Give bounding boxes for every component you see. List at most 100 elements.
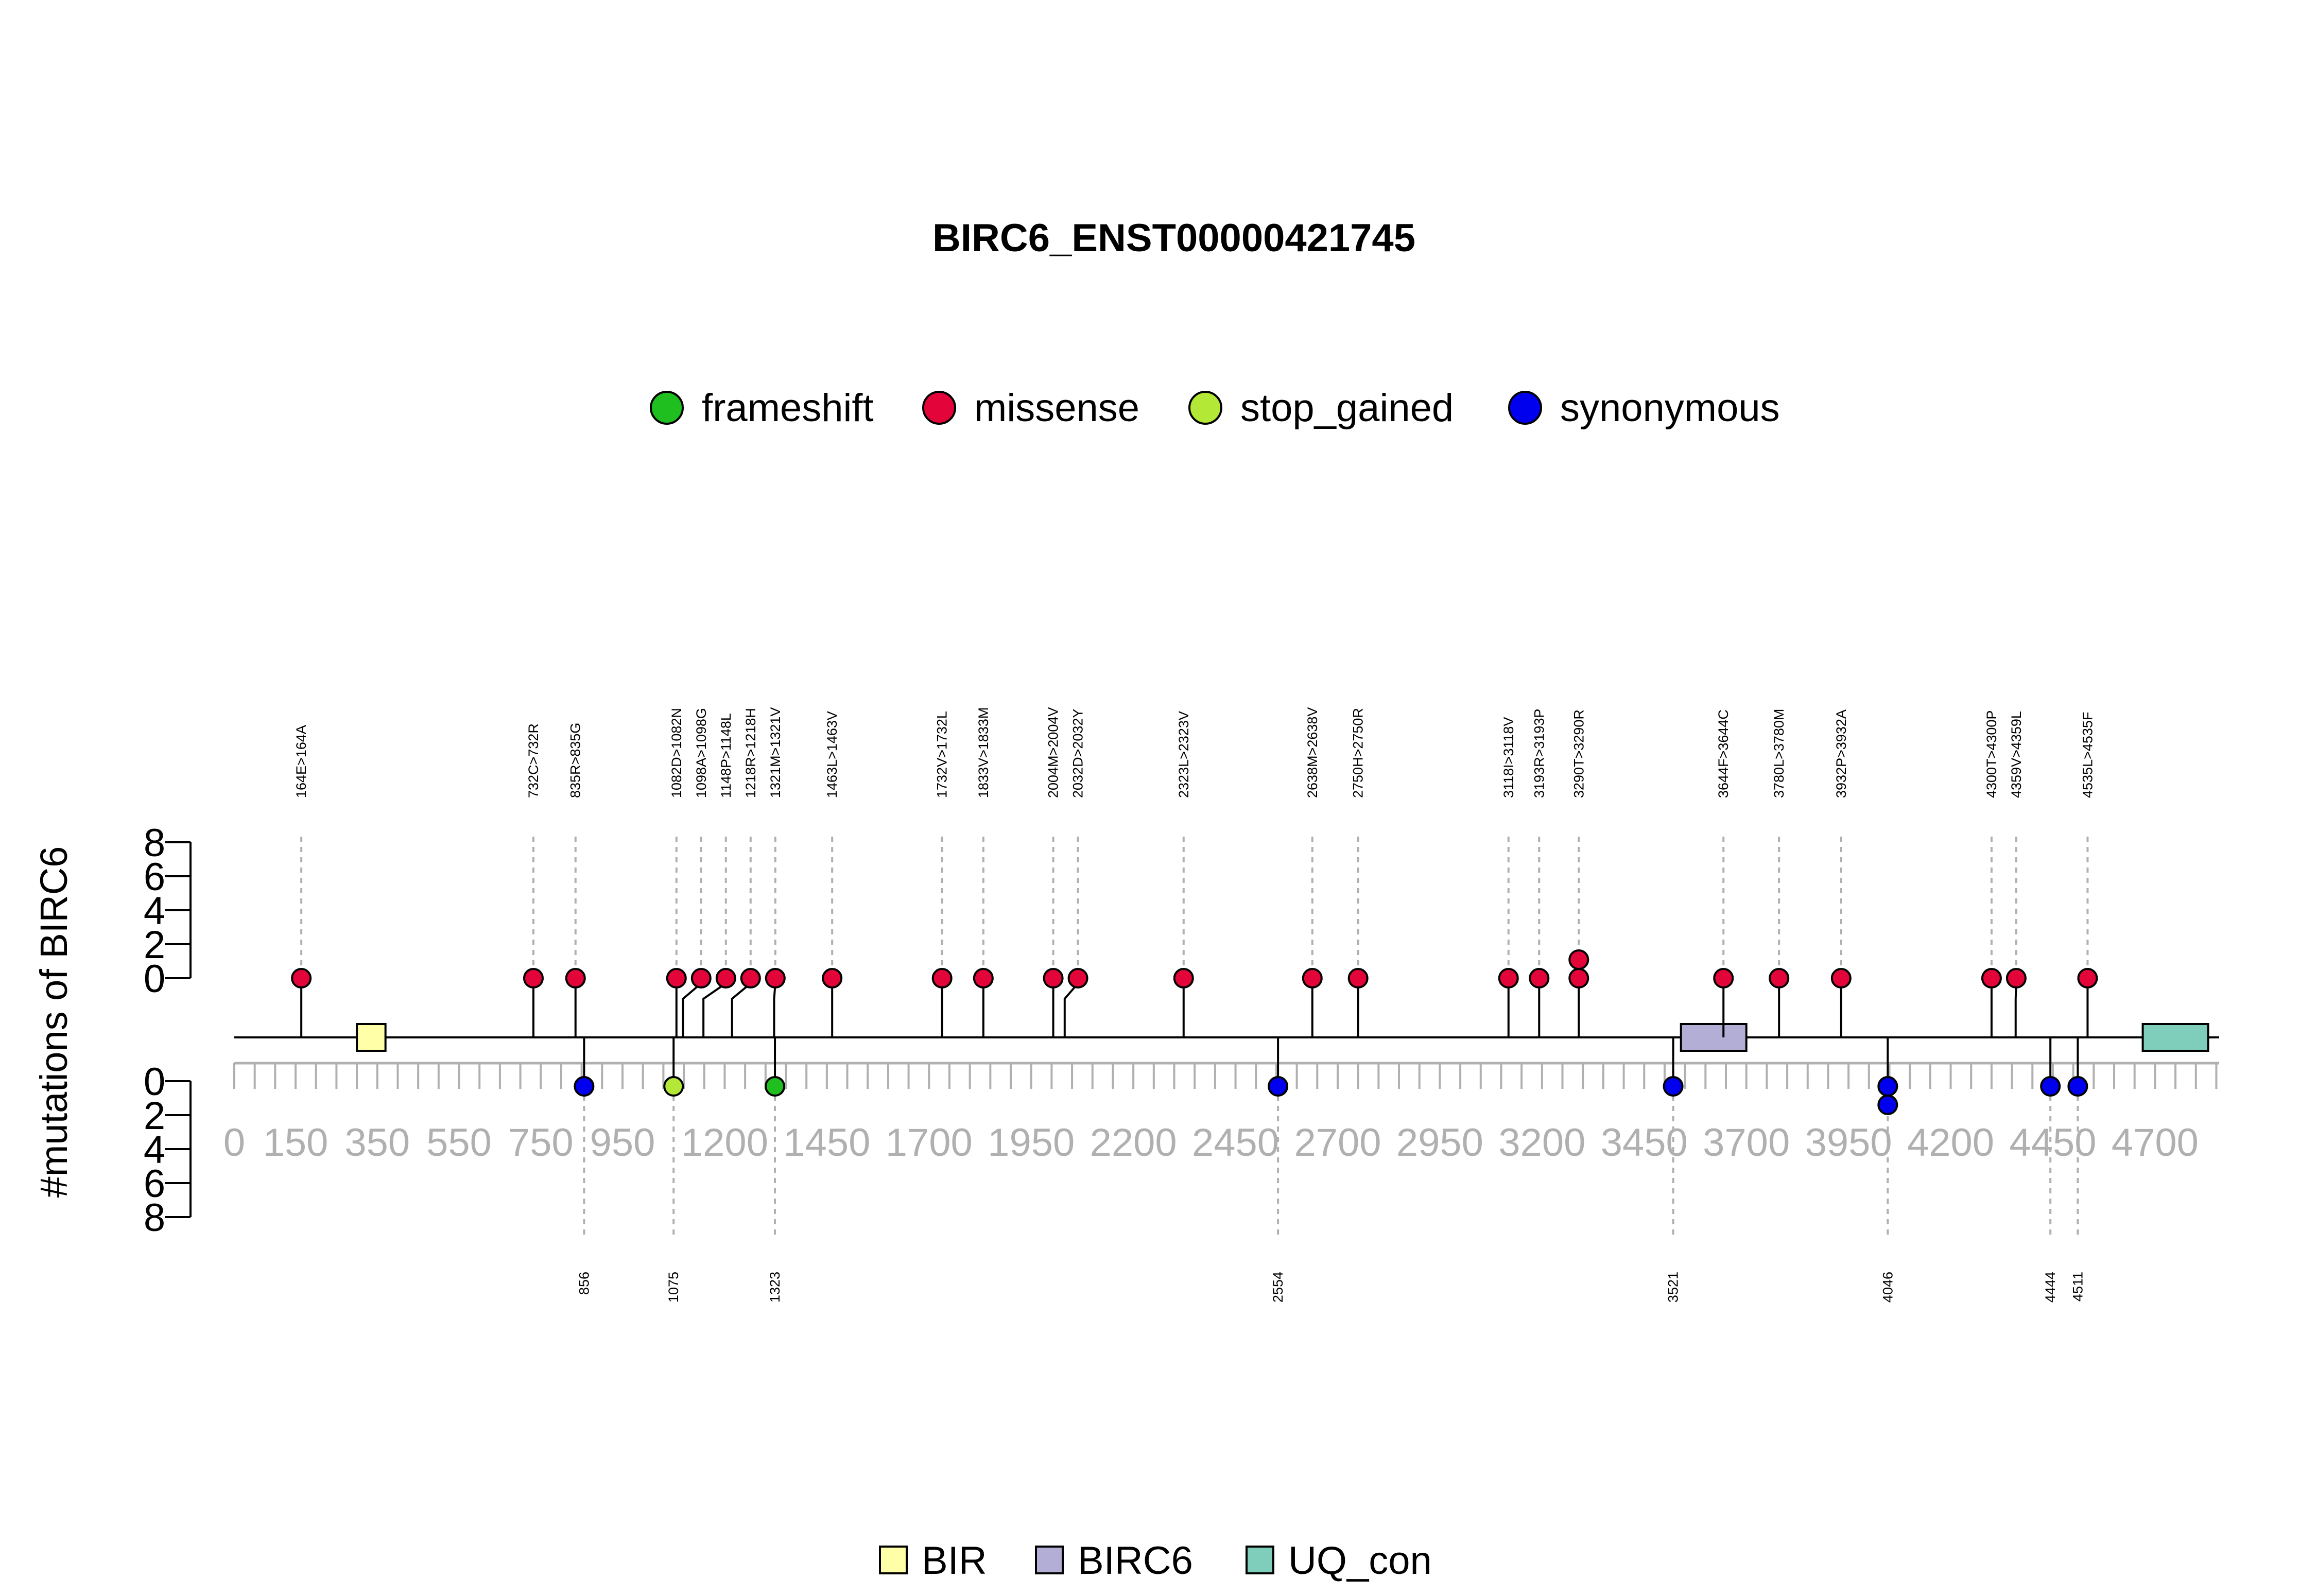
mutation-head-stop_gained <box>663 1076 684 1097</box>
mutation-lollipops: 164E>164A 732C>732R 835R>835G 1082D>1082N 10… <box>291 707 2098 1303</box>
mutation-bottom-2554: 2554 <box>1268 1037 1289 1303</box>
domain-uq-con <box>2141 1023 2209 1052</box>
mutation-bottom-1075: 1075 <box>663 1037 684 1303</box>
mutation-label: 4300T>4300P <box>1984 710 1999 798</box>
mutation-head-missense <box>822 968 843 988</box>
x-tick-label: 2200 <box>1090 1121 1177 1165</box>
mutation-head-missense <box>1830 968 1852 988</box>
chart-title: BIRC6_ENST00000421745 <box>932 216 1415 260</box>
mutation-label: 4535L>4535F <box>2080 712 2095 798</box>
mutation-bottom-3521: 3521 <box>1663 1037 1684 1303</box>
mutation-top-3118: 3118I>3118V <box>1498 717 1519 1037</box>
mutation-head-missense <box>1713 968 1734 988</box>
mutation-head-missense <box>1529 968 1550 988</box>
mutation-label: 3644F>3644C <box>1716 709 1731 798</box>
mutation-label: 3290T>3290R <box>1571 709 1586 798</box>
legend-marker-missense <box>922 391 956 425</box>
y-tick-label-bottom: 0 <box>144 1060 165 1104</box>
y-tick-label-bottom: 8 <box>144 1196 165 1240</box>
mutation-label: 1148P>1148L <box>718 713 734 798</box>
legend-marker-stop_gained <box>1188 391 1222 425</box>
mutation-bottom-4511: 4511 <box>2067 1037 2088 1302</box>
mutation-head-synonymous <box>574 1076 595 1097</box>
y-axis-label: #mutations of BIRC6 <box>32 846 75 1198</box>
mutation-top-1148: 1148P>1148L <box>702 713 736 1037</box>
mutation-label: 1323 <box>767 1272 783 1303</box>
domain-legend-marker-birc6 <box>1035 1546 1064 1574</box>
mutation-label: 3193R>3193P <box>1531 709 1547 798</box>
mutation-head-missense <box>690 968 712 988</box>
y-tick-label-top: 2 <box>144 923 165 967</box>
mutation-head-missense <box>2077 968 2098 988</box>
mutation-label: 835R>835G <box>568 723 583 798</box>
mutation-label: 2004M>2004V <box>1046 707 1061 798</box>
y-tick-label-bottom: 4 <box>144 1128 165 1172</box>
mutation-label: 4444 <box>2043 1272 2058 1303</box>
mutation-head-missense <box>1067 968 1088 988</box>
x-tick-label: 0 <box>223 1121 245 1165</box>
x-tick-label: 1450 <box>783 1121 870 1165</box>
y-tick-label-bottom: 2 <box>144 1094 165 1138</box>
mutation-bottom-4046: 4046 <box>1877 1037 1898 1303</box>
mutation-type-legend: frameshift missense stop_gained synonymous <box>650 386 1780 430</box>
mutation-head-missense <box>765 968 786 988</box>
mutation-head-missense <box>1769 968 1790 988</box>
mutation-label: 3118I>3118V <box>1501 717 1516 798</box>
mutation-top-3193: 3193R>3193P <box>1529 709 1550 1037</box>
mutation-top-2323: 2323L>2323V <box>1173 711 1194 1037</box>
mutation-head-missense <box>740 968 761 988</box>
mutation-head-missense <box>715 968 736 988</box>
mutation-label: 1732V>1732L <box>935 711 950 798</box>
mutation-top-1082: 1082D>1082N <box>666 708 687 1037</box>
legend-label-stop_gained: stop_gained <box>1240 386 1454 430</box>
mutation-label: 1082D>1082N <box>669 708 684 798</box>
mutation-top-164: 164E>164A <box>291 725 312 1037</box>
domain-birc6 <box>1680 1023 1748 1052</box>
mutation-head-missense <box>1981 968 2002 988</box>
mutation-head-missense <box>1498 968 1519 988</box>
domain-legend-label: BIR <box>922 1539 987 1583</box>
mutation-head-missense <box>931 968 953 988</box>
mutation-head-missense <box>2005 968 2027 988</box>
mutation-label: 3780L>3780M <box>1771 709 1787 798</box>
domain-legend-marker-bir <box>879 1546 908 1574</box>
mutation-top-4535: 4535L>4535F <box>2077 712 2098 1037</box>
mutation-label: 2554 <box>1270 1272 1286 1303</box>
mutation-label: 4046 <box>1880 1272 1895 1303</box>
mutation-top-2032: 2032D>2032Y <box>1063 709 1088 1037</box>
mutation-head-missense <box>1173 968 1194 988</box>
x-tick-label: 2450 <box>1192 1121 1279 1165</box>
mutation-label: 1075 <box>666 1272 681 1303</box>
mutation-bottom-856: 856 <box>574 1037 595 1295</box>
mutation-label: 1463L>1463V <box>824 711 840 798</box>
mutation-label: 1321M>1321V <box>768 707 783 798</box>
mutation-head-missense <box>1302 968 1323 988</box>
mutation-head-synonymous <box>1877 1076 1898 1097</box>
mutation-top-2004: 2004M>2004V <box>1043 707 1064 1037</box>
legend-marker-frameshift <box>650 391 684 425</box>
x-tick-label: 1200 <box>681 1121 768 1165</box>
x-tick-label: 4200 <box>1907 1121 1994 1165</box>
mutation-head-missense <box>1568 949 1589 970</box>
mutation-label: 2638M>2638V <box>1305 707 1320 798</box>
mutation-head-synonymous <box>1268 1076 1289 1097</box>
x-axis: 0 150 350 550 750 950 1200 1450 1700 1950 2200 2450… <box>223 1062 2219 1165</box>
x-tick-label: 550 <box>426 1121 492 1165</box>
mutation-top-1321: 1321M>1321V <box>765 707 786 1037</box>
x-tick-label: 3700 <box>1703 1121 1790 1165</box>
mutation-top-3290: 3290T>3290R <box>1568 709 1589 1037</box>
mutation-head-missense <box>565 968 586 988</box>
x-tick-label: 150 <box>263 1121 328 1165</box>
mutation-label: 164E>164A <box>293 725 309 798</box>
mutation-top-3780: 3780L>3780M <box>1769 709 1790 1037</box>
x-tick-label: 2950 <box>1396 1121 1483 1165</box>
x-tick-label: 2700 <box>1294 1121 1381 1165</box>
mutation-head-missense <box>1347 968 1369 988</box>
domain-bir <box>356 1023 387 1052</box>
mutation-top-1463: 1463L>1463V <box>822 711 843 1037</box>
x-tick-label: 350 <box>344 1121 410 1165</box>
x-tick-label: 4700 <box>2112 1121 2199 1165</box>
y-tick-label-top: 6 <box>144 855 165 899</box>
mutation-head-synonymous <box>2067 1076 2088 1097</box>
